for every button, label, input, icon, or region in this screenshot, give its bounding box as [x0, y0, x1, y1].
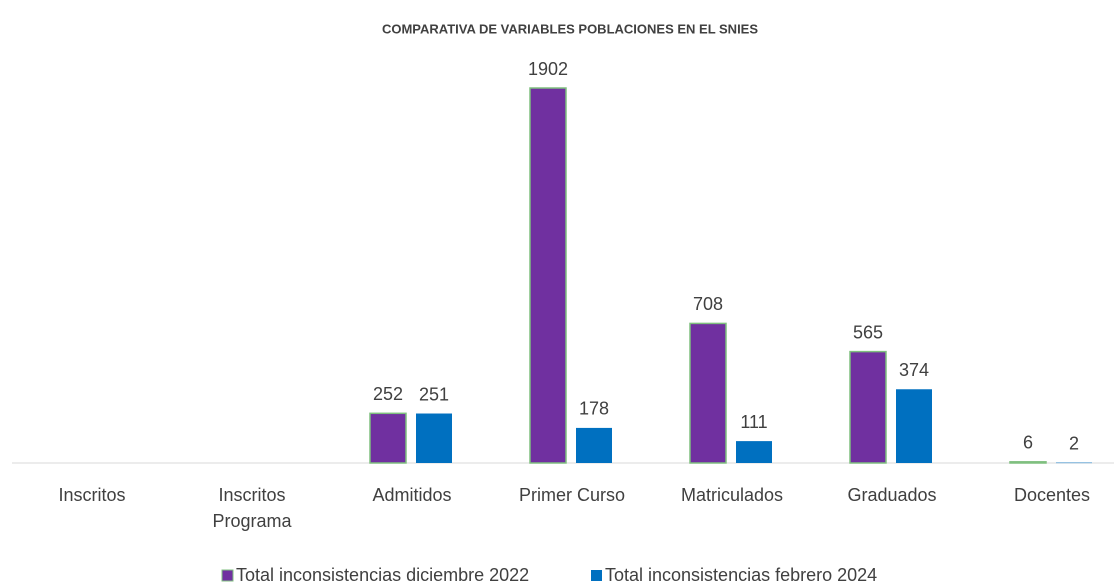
data-label: 251: [419, 384, 449, 404]
data-label: 6: [1023, 433, 1033, 453]
bar: [1056, 462, 1092, 464]
bar: [896, 389, 932, 463]
x-tick-label: Graduados: [847, 485, 937, 505]
bar: [736, 441, 772, 463]
x-tick-label: Primer Curso: [518, 485, 625, 505]
bar: [849, 350, 887, 464]
legend-swatch: [591, 570, 602, 581]
data-label: 2: [1069, 433, 1079, 453]
legend-label: Total inconsistencias diciembre 2022: [236, 565, 529, 585]
bar: [1009, 461, 1047, 464]
data-label: 374: [899, 360, 929, 380]
x-tick-label: Admitidos: [372, 485, 452, 505]
data-label: 252: [373, 384, 403, 404]
x-tick-label: Docentes: [1013, 485, 1091, 505]
data-label: 565: [853, 322, 883, 342]
data-label: 111: [740, 412, 767, 432]
x-tick-label: Matriculados: [680, 485, 784, 505]
bar: [576, 427, 612, 463]
bar: [369, 412, 407, 464]
bar: [689, 322, 727, 464]
x-tick-label: Inscritos: [58, 485, 126, 505]
data-label: 178: [579, 399, 609, 419]
data-label: 1902: [528, 59, 568, 79]
data-label: 708: [693, 294, 723, 314]
legend-label: Total inconsistencias febrero 2024: [605, 565, 877, 585]
bar: [529, 87, 567, 464]
chart-title: COMPARATIVA DE VARIABLES POBLACIONES EN …: [382, 21, 758, 36]
legend-swatch: [221, 569, 234, 582]
x-tick-label: Inscritos Programa: [212, 485, 292, 531]
bar: [416, 413, 452, 463]
